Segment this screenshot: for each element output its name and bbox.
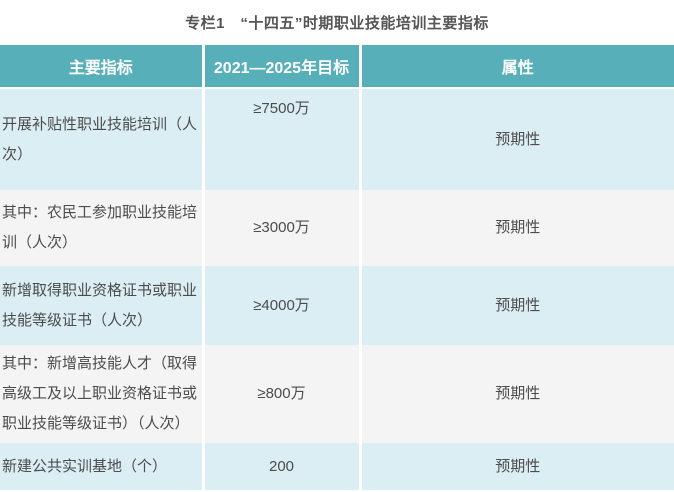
target-cell: ≥800万 [201, 345, 360, 443]
attribute-cell: 预期性 [358, 190, 674, 266]
table-row: 其中：新增高技能人才（取得高级工及以上职业资格证书或职业技能等级证书）（人次） … [0, 345, 674, 443]
table-row: 新建公共实训基地（个） 200 预期性 [0, 443, 674, 490]
column-header-attribute: 属性 [358, 45, 674, 89]
table-body: 开展补贴性职业技能培训（人次） ≥7500万 预期性 其中：农民工参加职业技能培… [0, 88, 674, 490]
attribute-cell: 预期性 [358, 443, 674, 490]
indicator-cell: 开展补贴性职业技能培训（人次） [2, 115, 198, 163]
column-header-indicator: 主要指标 [0, 45, 203, 89]
table-row: 开展补贴性职业技能培训（人次） ≥7500万 预期性 [0, 88, 674, 190]
attribute-cell: 预期性 [358, 88, 674, 190]
target-cell: ≥3000万 [201, 190, 360, 266]
target-cell: ≥7500万 [201, 88, 360, 190]
table-header: 主要指标 2021—2025年目标 属性 [0, 45, 674, 89]
column-header-target: 2021—2025年目标 [201, 45, 360, 89]
attribute-cell: 预期性 [358, 345, 674, 443]
indicator-cell: 其中：新增高技能人才（取得高级工及以上职业资格证书或职业技能等级证书）（人次） [2, 355, 198, 432]
table-row: 新增取得职业资格证书或职业技能等级证书（人次） ≥4000万 预期性 [0, 266, 674, 345]
header-row: 主要指标 2021—2025年目标 属性 [0, 45, 674, 89]
target-cell: ≥4000万 [201, 266, 360, 345]
indicator-cell: 其中：农民工参加职业技能培训（人次） [2, 204, 198, 251]
indicator-cell: 新增取得职业资格证书或职业技能等级证书（人次） [2, 281, 198, 329]
table-row: 其中：农民工参加职业技能培训（人次） ≥3000万 预期性 [0, 190, 674, 266]
indicators-table: 主要指标 2021—2025年目标 属性 开展补贴性职业技能培训（人次） ≥75… [0, 45, 674, 490]
target-cell: 200 [201, 443, 360, 490]
indicator-cell: 新建公共实训基地（个） [2, 457, 168, 475]
page-title: 专栏1 “十四五”时期职业技能培训主要指标 [185, 15, 489, 32]
attribute-cell: 预期性 [358, 266, 674, 345]
